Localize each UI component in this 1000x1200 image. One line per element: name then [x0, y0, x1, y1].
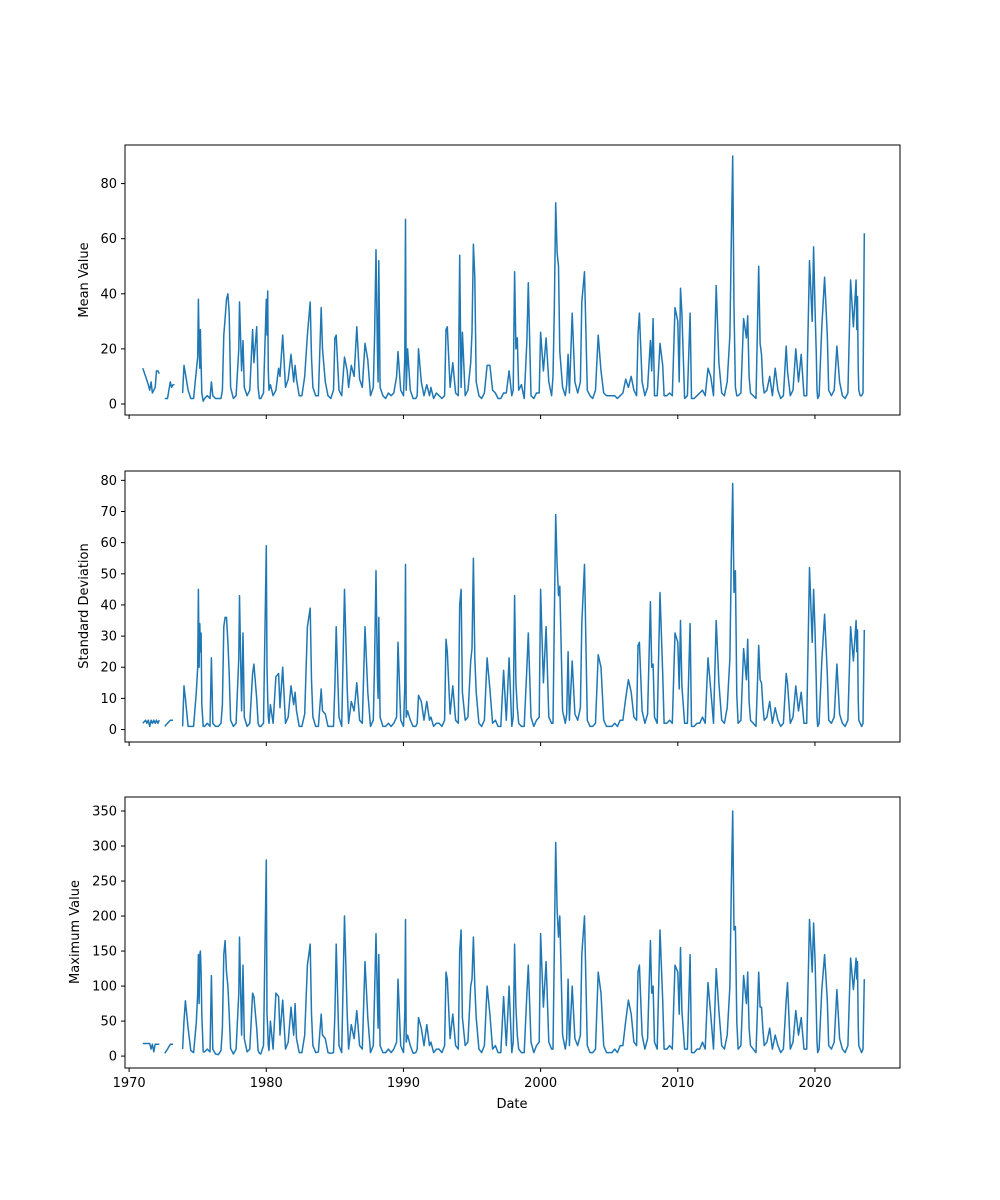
- subplot-max: Maximum Value Date 0 50 100 150 200 250 300 350…: [68, 796, 901, 1112]
- series-line-max-1: [142, 1042, 160, 1053]
- axes-frame-std: [124, 470, 901, 743]
- axes-frame-max: [124, 796, 901, 1069]
- xtick-label-2000: 2000: [524, 1076, 557, 1091]
- subplot-std: Standard Deviation 0 10 20 30 40 50 60 70 80: [77, 470, 901, 746]
- ytick-label-std-50: 50: [100, 567, 117, 582]
- xtick-label-2020: 2020: [798, 1076, 831, 1091]
- ytick-label-std-10: 10: [100, 692, 117, 707]
- ytick-label-max-100: 100: [92, 980, 117, 995]
- ytick-label-max-200: 200: [92, 910, 117, 925]
- ytick-label-max-150: 150: [92, 945, 117, 960]
- xtick-label-1990: 1990: [387, 1076, 420, 1091]
- ytick-label-max-250: 250: [92, 875, 117, 890]
- ytick-label-std-80: 80: [100, 474, 117, 489]
- ytick-label-mean-0: 0: [109, 397, 117, 412]
- xlabel-date: Date: [496, 1097, 527, 1112]
- ytick-label-std-20: 20: [100, 661, 117, 676]
- ytick-label-mean-60: 60: [100, 232, 117, 247]
- xtick-label-1980: 1980: [250, 1076, 283, 1091]
- series-line-mean-3: [181, 155, 866, 402]
- ytick-label-max-300: 300: [92, 840, 117, 855]
- ylabel-std: Standard Deviation: [77, 543, 92, 668]
- ytick-label-max-0: 0: [109, 1050, 117, 1065]
- ytick-label-std-70: 70: [100, 505, 117, 520]
- subplot-mean: Mean Value 0 20 40 60 80: [77, 144, 901, 419]
- series-line-std-2: [164, 719, 173, 727]
- xtick-label-2010: 2010: [661, 1076, 694, 1091]
- ytick-label-std-30: 30: [100, 630, 117, 645]
- ytick-label-mean-40: 40: [100, 287, 117, 302]
- ytick-label-mean-20: 20: [100, 342, 117, 357]
- axes-frame-mean: [124, 144, 901, 416]
- series-line-mean-1: [142, 367, 160, 394]
- series-line-mean-2: [164, 381, 175, 400]
- series-line-std-3: [181, 482, 866, 728]
- ytick-label-max-350: 350: [92, 805, 117, 820]
- ylabel-mean: Mean Value: [77, 242, 92, 317]
- ytick-label-mean-80: 80: [100, 177, 117, 192]
- xtick-label-1970: 1970: [113, 1076, 146, 1091]
- ylabel-max: Maximum Value: [68, 880, 83, 984]
- series-line-max-2: [164, 1043, 173, 1054]
- series-line-std-1: [142, 719, 160, 728]
- ytick-label-std-0: 0: [109, 723, 117, 738]
- ytick-label-std-60: 60: [100, 536, 117, 551]
- ytick-label-max-50: 50: [100, 1015, 117, 1030]
- ytick-label-std-40: 40: [100, 598, 117, 613]
- series-line-max-3: [181, 810, 866, 1056]
